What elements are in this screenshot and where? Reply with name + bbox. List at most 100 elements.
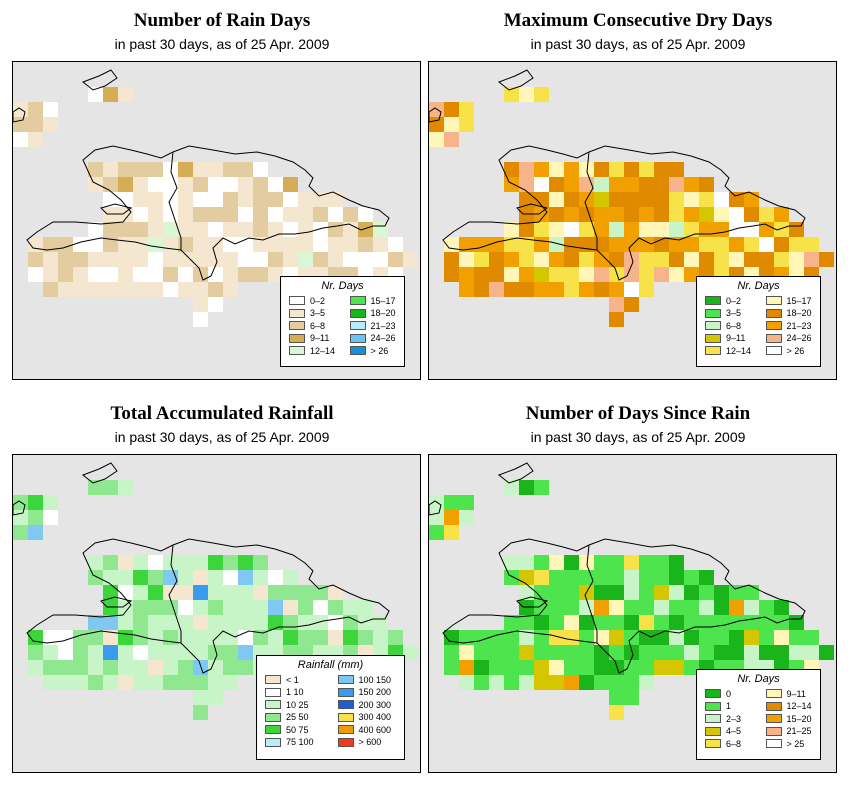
grid-cell xyxy=(148,267,163,282)
grid-cell xyxy=(43,645,58,660)
grid-cell xyxy=(193,297,208,312)
grid-cell xyxy=(103,480,118,495)
grid-cell xyxy=(504,480,519,495)
grid-cell xyxy=(268,177,283,192)
grid-cell xyxy=(684,192,699,207)
grid-cell xyxy=(639,570,654,585)
grid-cell xyxy=(88,252,103,267)
grid-cell xyxy=(133,252,148,267)
grid-cell xyxy=(684,615,699,630)
grid-cell xyxy=(328,192,343,207)
grid-cell xyxy=(73,660,88,675)
grid-cell xyxy=(774,207,789,222)
grid-cell xyxy=(444,525,459,540)
grid-cell xyxy=(459,660,474,675)
grid-cell xyxy=(163,675,178,690)
grid-cell xyxy=(519,630,534,645)
legend-title: Rainfall (mm) xyxy=(297,659,364,671)
grid-cell xyxy=(118,630,133,645)
grid-cell xyxy=(148,675,163,690)
legend-label: > 600 xyxy=(358,737,382,747)
grid-cell xyxy=(534,630,549,645)
grid-cell xyxy=(684,660,699,675)
grid-cell xyxy=(28,117,43,132)
grid-cell xyxy=(253,630,268,645)
grid-cell xyxy=(519,555,534,570)
grid-cell xyxy=(178,282,193,297)
grid-cell xyxy=(534,480,549,495)
grid-cell xyxy=(459,267,474,282)
grid-cell xyxy=(534,87,549,102)
legend-entry: 24–26 xyxy=(765,333,812,344)
grid-cell xyxy=(459,117,474,132)
grid-cell xyxy=(208,177,223,192)
grid-cell xyxy=(103,177,118,192)
legend-swatch xyxy=(765,296,782,305)
grid-cell xyxy=(444,252,459,267)
grid-cell xyxy=(594,267,609,282)
grid-cell xyxy=(178,675,193,690)
legend-swatch xyxy=(265,687,281,697)
grid-cell xyxy=(474,675,489,690)
grid-cell xyxy=(684,177,699,192)
grid-cell xyxy=(654,615,669,630)
grid-cell xyxy=(178,207,193,222)
grid-cell xyxy=(564,660,579,675)
legend-swatch xyxy=(337,712,354,722)
grid-cell xyxy=(534,267,549,282)
panel-title: Maximum Consecutive Dry Days xyxy=(503,10,773,31)
grid-cell xyxy=(238,177,253,192)
grid-cell xyxy=(73,645,88,660)
grid-cell xyxy=(148,600,163,615)
grid-cell xyxy=(624,570,639,585)
grid-cell xyxy=(58,660,73,675)
grid-cell xyxy=(358,237,373,252)
grid-cell xyxy=(654,645,669,660)
legend-swatch xyxy=(265,675,281,684)
legend-swatch xyxy=(705,333,721,343)
grid-cell xyxy=(328,252,343,267)
grid-cell xyxy=(699,177,714,192)
legend-swatch xyxy=(765,321,782,330)
grid-cell xyxy=(699,645,714,660)
grid-cell xyxy=(684,222,699,237)
grid-cell xyxy=(774,645,789,660)
legend-swatch xyxy=(349,333,366,343)
grid-cell xyxy=(163,207,178,222)
legend-swatch xyxy=(349,346,366,355)
country-border xyxy=(168,151,182,250)
legend-label: 200 300 xyxy=(358,699,392,710)
grid-cell xyxy=(774,615,789,630)
grid-cell xyxy=(193,252,208,267)
grid-cell xyxy=(298,192,313,207)
islet-outline xyxy=(516,596,549,608)
islet-outline xyxy=(13,500,26,516)
grid-cell xyxy=(639,615,654,630)
legend-entry: 12–14 xyxy=(289,345,335,356)
grid-cell xyxy=(148,237,163,252)
grid-cell xyxy=(178,237,193,252)
grid-cell xyxy=(819,252,834,267)
legend-label: 18–20 xyxy=(786,308,812,318)
grid-cell xyxy=(504,252,519,267)
grid-cell xyxy=(223,555,238,570)
grid-cell xyxy=(283,252,298,267)
grid-cell xyxy=(654,252,669,267)
grid-cell xyxy=(163,222,178,237)
grid-cell xyxy=(594,675,609,690)
grid-cell xyxy=(223,630,238,645)
grid-cell xyxy=(298,630,313,645)
legend-entry: 200 300 xyxy=(337,699,392,710)
grid-cell xyxy=(73,630,88,645)
grid-cell xyxy=(208,237,223,252)
islet-outline xyxy=(429,107,442,123)
grid-cell xyxy=(594,252,609,267)
grid-cell xyxy=(208,630,223,645)
grid-cell xyxy=(669,645,684,660)
grid-cell xyxy=(118,192,133,207)
grid-cell xyxy=(283,237,298,252)
grid-cell xyxy=(133,585,148,600)
grid-cell xyxy=(88,177,103,192)
grid-cell xyxy=(28,525,43,540)
grid-cell xyxy=(178,192,193,207)
